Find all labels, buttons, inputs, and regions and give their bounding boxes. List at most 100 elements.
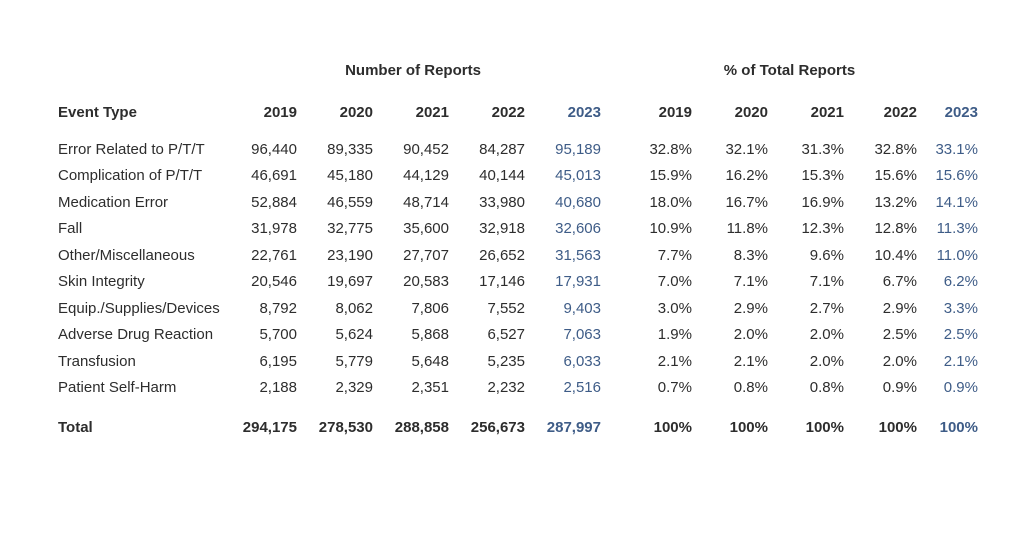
group-header-percent-of-total: % of Total Reports <box>723 61 856 79</box>
group-header-spacer <box>58 52 225 88</box>
total-row: Total 294,175 278,530 288,858 256,673 28… <box>58 413 978 441</box>
percent-cell: 0.8% <box>809 379 844 397</box>
count-cell: 2,232 <box>487 379 525 397</box>
count-cell: 22,761 <box>251 246 297 264</box>
event-type-cell: Medication Error <box>58 193 169 211</box>
count-cell: 31,978 <box>251 220 297 238</box>
event-type-cell: Error Related to P/T/T <box>58 140 205 158</box>
percent-cell-current: 2.1% <box>943 352 978 370</box>
percent-cell: 7.1% <box>733 273 768 291</box>
percent-cell: 10.4% <box>874 246 917 264</box>
percent-cell: 2.0% <box>733 326 768 344</box>
count-cell: 26,652 <box>479 246 525 264</box>
percent-cell: 10.9% <box>649 220 692 238</box>
count-cell: 2,329 <box>335 379 373 397</box>
count-cell-current: 95,189 <box>555 140 601 158</box>
percent-cell: 13.2% <box>874 193 917 211</box>
percent-cell: 15.9% <box>649 167 692 185</box>
total-percent-cell: 100% <box>653 418 692 436</box>
count-cell: 33,980 <box>479 193 525 211</box>
percent-cell: 0.7% <box>657 379 692 397</box>
percent-cell: 16.7% <box>725 193 768 211</box>
count-cell: 48,714 <box>403 193 449 211</box>
year-header: 2019 <box>263 103 297 121</box>
year-header: 2020 <box>734 103 768 121</box>
table-row: Error Related to P/T/T 96,440 89,335 90,… <box>58 136 978 163</box>
count-cell-current: 7,063 <box>563 326 601 344</box>
percent-cell: 2.5% <box>882 326 917 344</box>
year-header: 2020 <box>339 103 373 121</box>
count-cell-current: 6,033 <box>563 352 601 370</box>
percent-cell: 2.0% <box>809 326 844 344</box>
percent-cell-current: 11.0% <box>936 246 978 264</box>
percent-cell-current: 3.3% <box>943 299 978 317</box>
table-row: Complication of P/T/T 46,691 45,180 44,1… <box>58 163 978 190</box>
count-cell: 96,440 <box>251 140 297 158</box>
total-percent-cell: 100% <box>878 418 917 436</box>
count-cell: 7,552 <box>487 299 525 317</box>
count-cell: 6,195 <box>259 352 297 370</box>
total-count-cell: 278,530 <box>318 418 373 436</box>
count-cell: 19,697 <box>327 273 373 291</box>
percent-cell: 15.6% <box>874 167 917 185</box>
percent-cell: 2.9% <box>733 299 768 317</box>
percent-cell-current: 14.1% <box>935 193 978 211</box>
count-cell: 2,188 <box>259 379 297 397</box>
percent-cell: 31.3% <box>801 140 844 158</box>
total-count-cell: 288,858 <box>394 418 449 436</box>
count-cell: 20,583 <box>403 273 449 291</box>
count-cell: 5,235 <box>487 352 525 370</box>
table-row: Medication Error 52,884 46,559 48,714 33… <box>58 189 978 216</box>
percent-cell-current: 0.9% <box>943 379 978 397</box>
year-header: 2022 <box>883 103 917 121</box>
table-row: Transfusion 6,195 5,779 5,648 5,235 6,03… <box>58 348 978 375</box>
count-cell-current: 45,013 <box>555 167 601 185</box>
count-cell: 32,775 <box>327 220 373 238</box>
event-type-cell: Patient Self-Harm <box>58 379 177 397</box>
percent-cell: 2.9% <box>882 299 917 317</box>
percent-cell: 9.6% <box>809 246 844 264</box>
percent-cell: 16.2% <box>725 167 768 185</box>
percent-cell: 8.3% <box>733 246 768 264</box>
count-cell-current: 40,680 <box>555 193 601 211</box>
spacer-row <box>58 401 978 413</box>
percent-cell: 32.8% <box>874 140 917 158</box>
percent-cell: 6.7% <box>882 273 917 291</box>
column-header-row: Event Type 2019 2020 2021 2022 2023 2019… <box>58 88 978 136</box>
count-cell-current: 2,516 <box>563 379 601 397</box>
percent-cell: 2.0% <box>809 352 844 370</box>
count-cell: 6,527 <box>487 326 525 344</box>
count-cell: 32,918 <box>479 220 525 238</box>
percent-cell-current: 15.6% <box>935 167 978 185</box>
count-cell: 44,129 <box>403 167 449 185</box>
count-cell: 5,868 <box>411 326 449 344</box>
percent-cell: 11.8% <box>726 220 768 238</box>
count-cell: 5,779 <box>335 352 373 370</box>
count-cell: 5,648 <box>411 352 449 370</box>
total-count-cell: 256,673 <box>470 418 525 436</box>
percent-cell: 0.8% <box>733 379 768 397</box>
total-count-cell-current: 287,997 <box>546 418 601 436</box>
event-type-cell: Adverse Drug Reaction <box>58 326 214 344</box>
event-type-cell: Equip./Supplies/Devices <box>58 299 220 317</box>
percent-cell-current: 6.2% <box>943 273 978 291</box>
group-header-number-of-reports: Number of Reports <box>345 61 481 79</box>
total-percent-cell: 100% <box>729 418 768 436</box>
percent-cell-current: 11.3% <box>936 220 978 238</box>
table-row: Equip./Supplies/Devices 8,792 8,062 7,80… <box>58 295 978 322</box>
percent-cell: 12.3% <box>801 220 844 238</box>
event-type-cell: Complication of P/T/T <box>58 167 203 185</box>
percent-cell: 32.1% <box>725 140 768 158</box>
year-header: 2021 <box>810 103 844 121</box>
count-cell: 2,351 <box>411 379 449 397</box>
count-cell: 23,190 <box>327 246 373 264</box>
count-cell: 17,146 <box>479 273 525 291</box>
percent-cell: 16.9% <box>801 193 844 211</box>
total-count-cell: 294,175 <box>242 418 297 436</box>
count-cell: 5,700 <box>259 326 297 344</box>
event-type-cell: Skin Integrity <box>58 273 145 291</box>
year-header: 2022 <box>491 103 525 121</box>
count-cell-current: 17,931 <box>555 273 601 291</box>
table-row: Skin Integrity 20,546 19,697 20,583 17,1… <box>58 269 978 296</box>
event-type-cell: Transfusion <box>58 352 136 370</box>
